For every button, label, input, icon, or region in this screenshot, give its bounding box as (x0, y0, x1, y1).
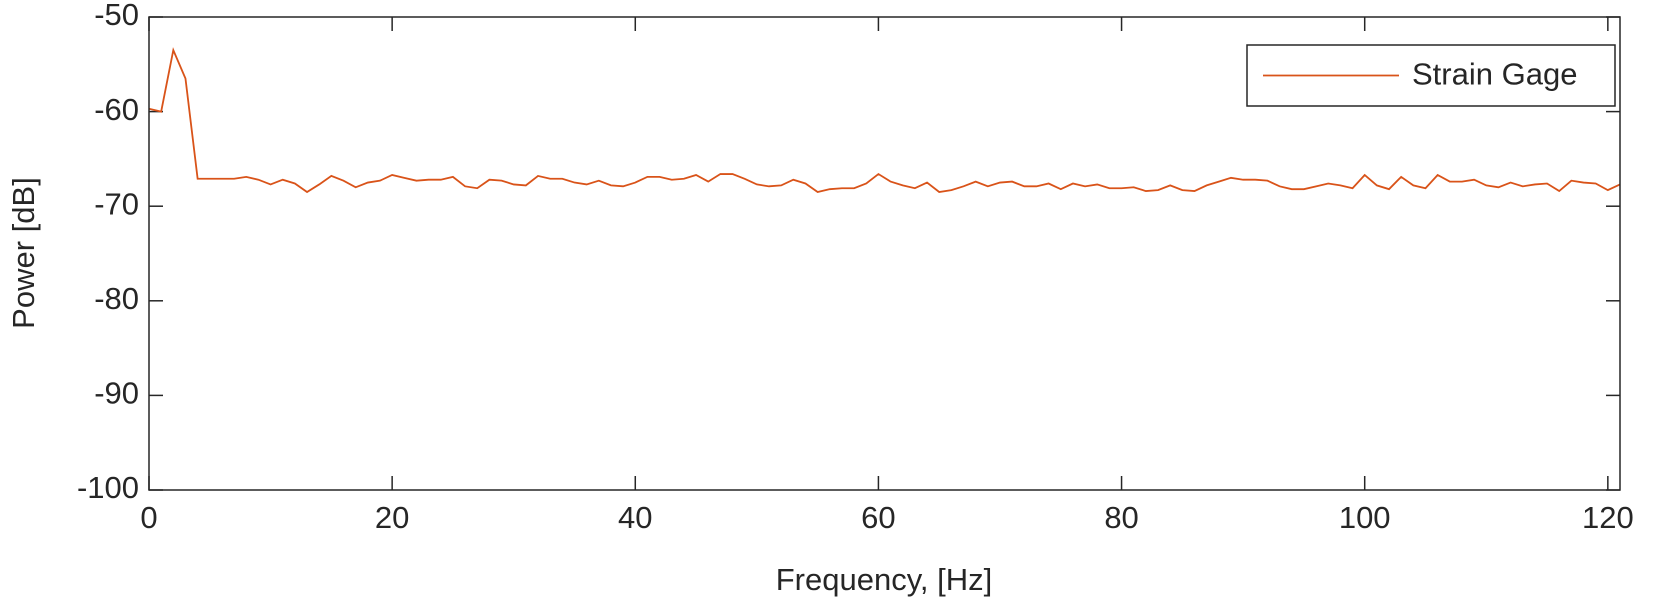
x-tick-label: 40 (618, 500, 652, 535)
y-tick-label: -60 (94, 92, 139, 127)
data-line (148, 47, 1621, 194)
x-tick-label: 0 (140, 500, 157, 535)
x-tick-label: 20 (375, 500, 409, 535)
y-tick-label: -70 (94, 186, 139, 221)
legend-label: Strain Gage (1412, 57, 1577, 92)
y-axis-label: Power [dB] (6, 177, 41, 329)
y-tick-label: -50 (94, 0, 139, 32)
y-tick-label: -90 (94, 376, 139, 411)
y-tick-label: -80 (94, 281, 139, 316)
x-tick-label: 100 (1339, 500, 1391, 535)
x-tick-label: 120 (1582, 500, 1634, 535)
y-tick-label: -100 (77, 470, 139, 505)
x-tick-label: 60 (861, 500, 895, 535)
x-tick-label: 80 (1104, 500, 1138, 535)
x-axis-label: Frequency, [Hz] (776, 562, 993, 597)
plot-frame (148, 16, 1621, 491)
